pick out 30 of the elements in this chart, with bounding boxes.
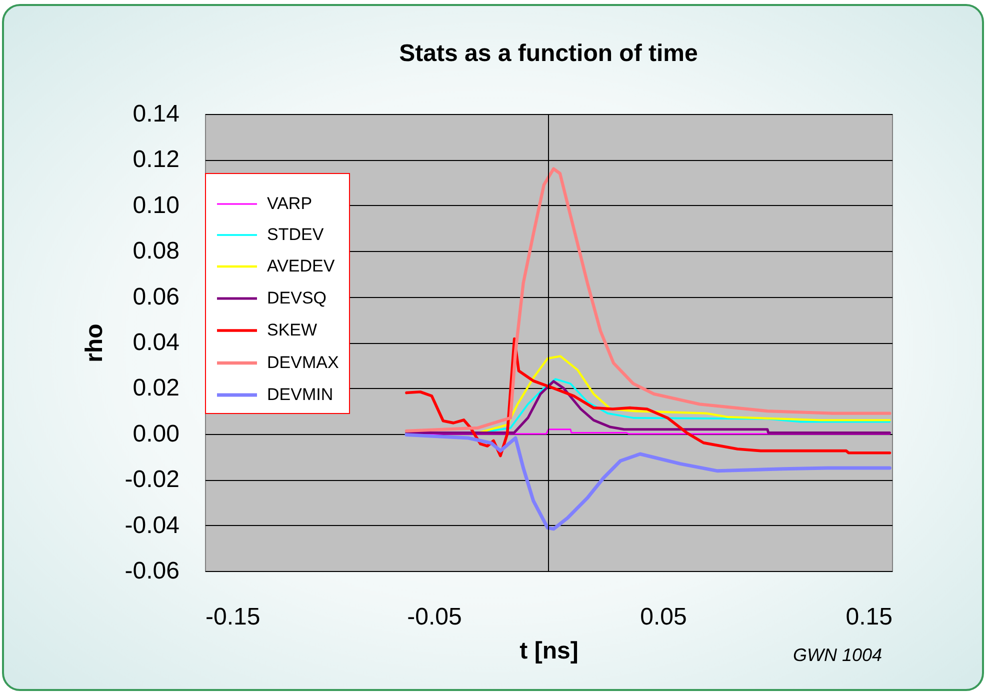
legend-label: VARP [267, 194, 312, 213]
y-tick-label: -0.06 [124, 558, 180, 584]
line-series [405, 337, 892, 458]
line-series [405, 380, 891, 434]
y-tick-label: 0.12 [132, 146, 180, 174]
y-tick-label: 0.02 [132, 374, 180, 402]
y-tick-label: 0.06 [132, 283, 180, 310]
chart-title: Stats as a function of time [399, 40, 698, 67]
y-tick-label: -0.02 [124, 466, 180, 494]
line-series [404, 167, 892, 433]
text: GWN 1004 [792, 645, 882, 665]
x-tick-label: -0.05 [407, 604, 462, 630]
y-tick-label: 0.08 [132, 238, 180, 265]
legend-label: SKEW [267, 320, 318, 340]
line-series [404, 433, 892, 531]
legend-label: AVEDEV [267, 256, 336, 276]
y-tick-label: 0.14 [132, 100, 180, 128]
y-tick-label: -0.04 [124, 512, 180, 539]
x-tick-label: -0.15 [206, 604, 260, 630]
x-tick-label: 0.05 [640, 604, 687, 630]
legend-label: DEVMAX [267, 353, 339, 372]
y-tick-label: 0.04 [132, 329, 180, 356]
y-axis-title: rho [80, 324, 108, 362]
legend-label: DEVSQ [267, 288, 327, 308]
x-tick-label: 0.15 [846, 604, 892, 630]
x-axis-title: t [ns] [520, 638, 578, 664]
y-tick-label: 0.10 [132, 192, 180, 219]
y-tick-label: 0.00 [132, 420, 180, 448]
legend-label: DEVMIN [267, 385, 334, 404]
legend-label: STDEV [267, 225, 324, 244]
